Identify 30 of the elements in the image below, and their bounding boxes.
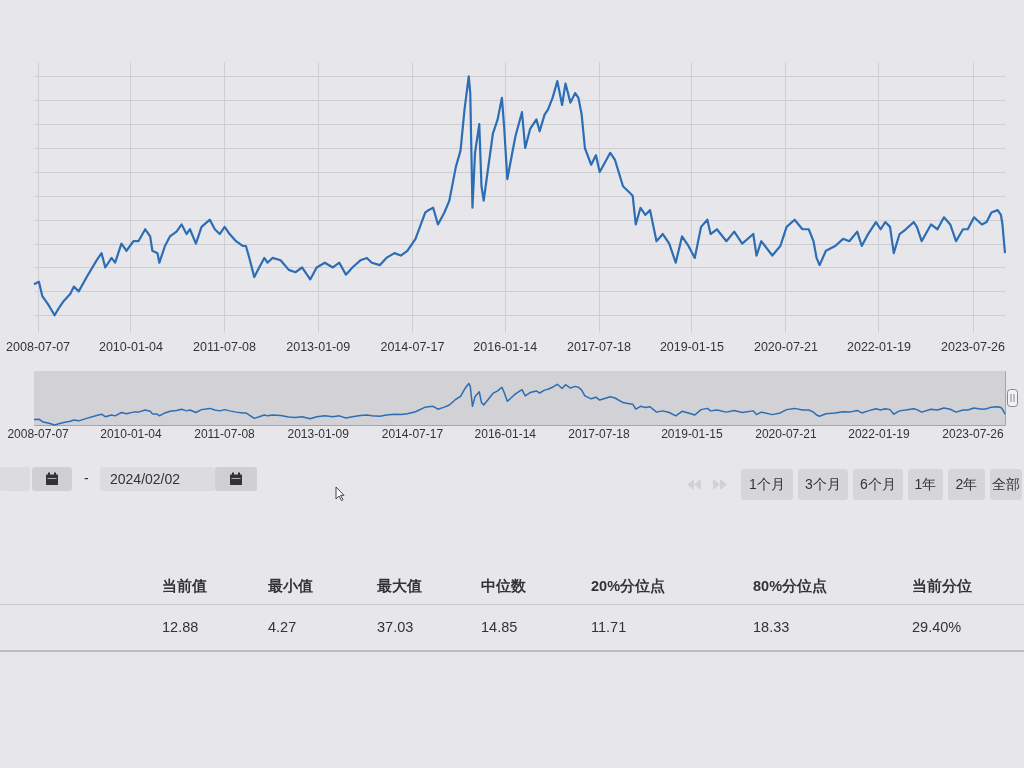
range-button: 1个月	[741, 469, 793, 500]
range-button: 2年	[948, 469, 985, 500]
x-tick-label: 2011-07-08	[194, 426, 256, 441]
x-tick-label: 2020-07-21	[753, 339, 818, 354]
x-tick-label: 2016-01-14	[474, 426, 537, 441]
x-tick-label: 2019-01-15	[661, 426, 723, 441]
range-button: 6个月	[853, 469, 903, 500]
x-tick-label: 2023-07-26	[942, 426, 1005, 441]
x-tick-label: 2010-01-04	[98, 339, 163, 354]
x-tick-label: 2017-07-18	[568, 426, 631, 441]
x-tick-label: 2019-01-15	[659, 339, 724, 354]
range-button: 3个月	[798, 469, 848, 500]
x-tick-label: 2014-07-17	[380, 339, 445, 354]
x-tick-label: 2017-07-18	[567, 339, 632, 354]
x-tick-label: 2013-01-09	[287, 426, 350, 441]
date-field: 2024/02/02	[100, 467, 215, 491]
x-tick-label: 2014-07-17	[381, 426, 444, 441]
x-tick-label: 2016-01-14	[473, 339, 538, 354]
range-button: 全部	[990, 469, 1022, 500]
x-tick-label: 2008-07-07	[6, 339, 71, 354]
x-tick-label: 2013-01-09	[286, 339, 351, 354]
x-tick-label: 2011-07-08	[192, 339, 257, 354]
x-tick-label: 2008-07-07	[7, 426, 70, 441]
range-button: 1年	[908, 469, 943, 500]
x-tick-label: 2023-07-26	[941, 339, 1006, 354]
x-tick-label: 2022-01-19	[848, 426, 910, 441]
x-tick-label: 2020-07-21	[755, 426, 817, 441]
x-tick-label: 2010-01-04	[100, 426, 162, 441]
x-tick-label: 2022-01-19	[846, 339, 911, 354]
text: -	[84, 470, 89, 486]
